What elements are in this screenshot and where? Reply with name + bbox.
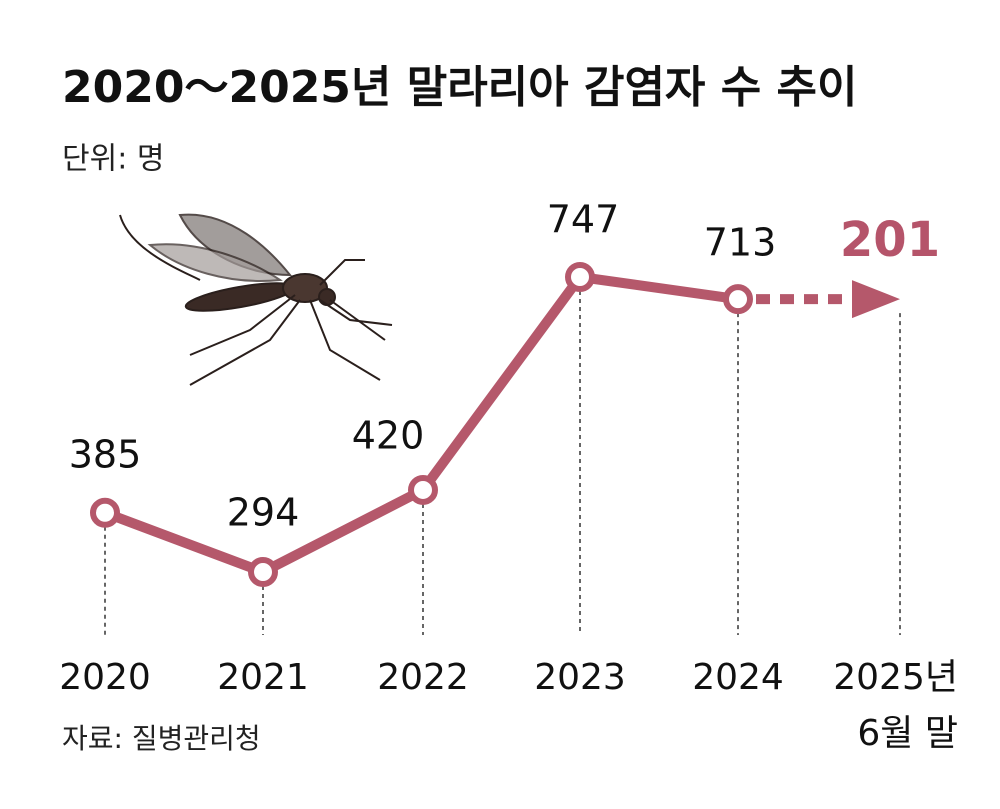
value-label: 747 <box>547 198 620 242</box>
value-label: 385 <box>69 433 142 477</box>
x-tick-label: 2025년 6월 말 <box>833 657 958 754</box>
x-tick-label: 2023 <box>534 657 626 698</box>
source-label: 자료: 질병관리청 <box>62 722 261 755</box>
value-label: 201 <box>840 212 940 268</box>
data-point <box>90 497 120 528</box>
x-tick-label: 2021 <box>217 657 309 698</box>
data-point <box>723 284 753 315</box>
chart-title: 2020～2025년 말라리아 감염자 수 추이 <box>62 62 857 113</box>
mosquito-illustration <box>119 213 393 386</box>
arrow-head <box>852 280 900 319</box>
value-label: 294 <box>227 491 300 535</box>
x-tick-label: 2022 <box>377 657 469 698</box>
data-point <box>408 474 438 505</box>
x-tick-label: 2024 <box>692 657 784 698</box>
value-label: 713 <box>704 221 777 265</box>
data-point <box>565 262 595 292</box>
unit-label: 단위: 명 <box>62 142 164 177</box>
data-point <box>248 557 278 587</box>
value-label: 420 <box>352 414 425 458</box>
x-tick-label: 2020 <box>59 657 151 698</box>
